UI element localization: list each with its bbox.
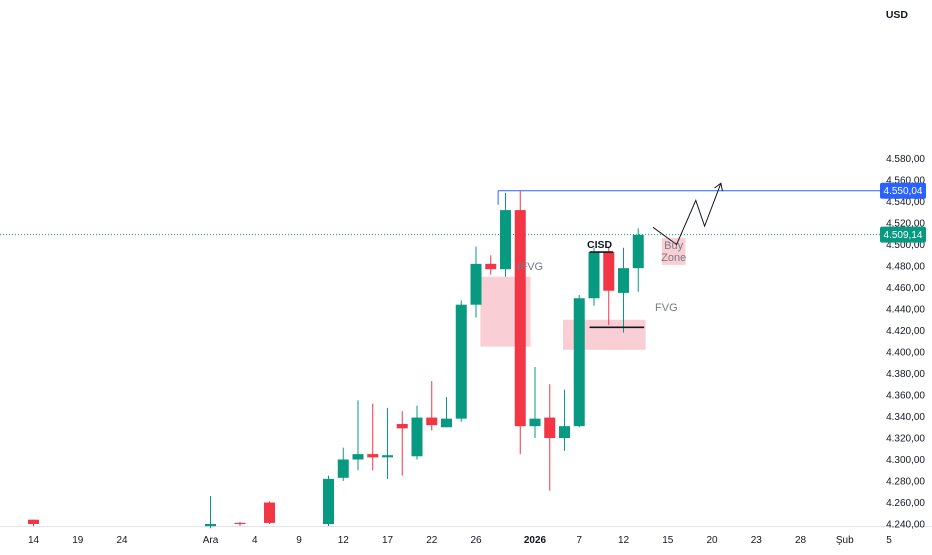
y-tick-label: 4.580,00 bbox=[886, 154, 925, 165]
candle-body bbox=[500, 210, 511, 270]
x-tick-label: 7 bbox=[576, 535, 582, 546]
candle-body bbox=[485, 263, 497, 270]
candle-body bbox=[205, 524, 216, 527]
y-tick-label: 4.420,00 bbox=[886, 326, 925, 337]
y-tick-label: 4.340,00 bbox=[886, 412, 925, 423]
x-tick-label: 12 bbox=[618, 535, 630, 546]
price-axis: USD 4.580,00 4.560,00 4.540,00 4.520,00 4.500… bbox=[880, 9, 926, 531]
x-tick-label: 28 bbox=[795, 535, 807, 546]
x-tick-label: 14 bbox=[28, 535, 40, 546]
y-tick-label: 4.380,00 bbox=[886, 369, 925, 380]
candle-body bbox=[544, 417, 556, 438]
candle-body bbox=[337, 459, 349, 478]
candle-body bbox=[382, 455, 393, 458]
candle-body bbox=[588, 252, 600, 299]
x-tick-label: 22 bbox=[426, 535, 438, 546]
y-tick-label: 4.280,00 bbox=[886, 477, 925, 488]
x-tick-label: Ara bbox=[203, 535, 219, 546]
x-tick-label: 2026 bbox=[524, 535, 547, 546]
x-tick-label: 23 bbox=[751, 535, 763, 546]
candle-body bbox=[529, 418, 541, 427]
y-tick-label: 4.540,00 bbox=[886, 197, 925, 208]
last-price-tag: 4.509,14 bbox=[884, 230, 923, 241]
candle-body bbox=[514, 210, 526, 427]
candle-body bbox=[352, 454, 364, 460]
x-tick-label: Şub bbox=[836, 535, 854, 546]
buy-zone-label-line2: Zone bbox=[661, 252, 686, 264]
level-price-tag-bg bbox=[880, 182, 926, 199]
candle-body bbox=[323, 478, 334, 524]
candle-body bbox=[559, 426, 570, 438]
candle-body bbox=[618, 268, 629, 293]
candle-body bbox=[367, 454, 379, 458]
ifvg-label: IFVG bbox=[517, 261, 543, 273]
y-tick-label: 4.400,00 bbox=[886, 348, 925, 359]
y-tick-label: 4.320,00 bbox=[886, 434, 925, 445]
candle-body bbox=[234, 522, 246, 524]
y-tick-label: 4.300,00 bbox=[886, 455, 925, 466]
y-tick-label: 4.240,00 bbox=[886, 520, 925, 531]
cisd-label: CISD bbox=[587, 239, 613, 251]
y-tick-label: 4.360,00 bbox=[886, 391, 925, 402]
x-tick-label: 24 bbox=[116, 535, 128, 546]
projection-arrowhead bbox=[714, 182, 723, 192]
candle-body bbox=[573, 298, 585, 427]
y-tick-label: 4.480,00 bbox=[886, 262, 925, 273]
candle-body bbox=[455, 304, 467, 419]
projection-path bbox=[652, 183, 722, 246]
candles bbox=[28, 190, 644, 529]
candle-body bbox=[426, 417, 438, 426]
y-tick-label: 4.440,00 bbox=[886, 305, 925, 316]
x-tick-label: 26 bbox=[470, 535, 482, 546]
reference-lines bbox=[0, 190, 880, 236]
y-tick-label: 4.500,00 bbox=[886, 240, 925, 251]
x-tick-label: 20 bbox=[706, 535, 718, 546]
y-tick-label: 4.260,00 bbox=[886, 498, 925, 509]
x-tick-label: 5 bbox=[886, 535, 892, 546]
last-price-tag-bg bbox=[880, 226, 926, 243]
currency-label: USD bbox=[886, 9, 909, 21]
y-tick-label: 4.460,00 bbox=[886, 283, 925, 294]
time-axis: 14 19 24 Ara 4 9 12 17 22 26 2026 7 12 15 20 23 28 Şub 5 bbox=[28, 535, 892, 546]
candle-body bbox=[603, 252, 615, 291]
fvg-label: FVG bbox=[655, 302, 678, 314]
x-tick-label: 4 bbox=[252, 535, 258, 546]
level-price-tag: 4.550,04 bbox=[884, 186, 923, 197]
x-tick-label: 19 bbox=[72, 535, 84, 546]
x-tick-label: 17 bbox=[382, 535, 394, 546]
candle-body bbox=[264, 502, 275, 523]
candle-body bbox=[470, 263, 482, 305]
candle-body bbox=[396, 424, 408, 429]
x-tick-label: 9 bbox=[296, 535, 302, 546]
candle-body bbox=[28, 519, 39, 524]
candle-body bbox=[411, 417, 423, 457]
x-tick-label: 12 bbox=[338, 535, 350, 546]
candle-body bbox=[632, 234, 644, 269]
candle-body bbox=[441, 418, 452, 428]
x-tick-label: 15 bbox=[662, 535, 674, 546]
zone-buy-zone bbox=[661, 238, 686, 265]
buy-zone-label-line1: Buy bbox=[664, 240, 683, 252]
y-tick-label: 4.520,00 bbox=[886, 219, 925, 230]
y-tick-label: 4.560,00 bbox=[886, 176, 925, 187]
